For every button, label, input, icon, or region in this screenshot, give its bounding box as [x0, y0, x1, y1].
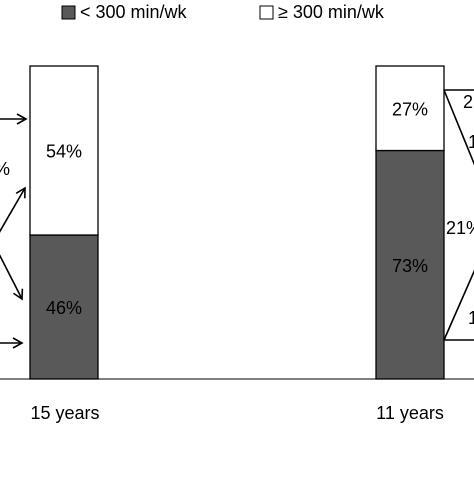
- arrow-rising-to-upper-segment: [0, 186, 26, 233]
- legend-label-300-plus: ≥ 300 min/wk: [278, 2, 385, 22]
- right-edge-label-top: 2: [463, 92, 473, 112]
- bar-segment-11-years-series-1: [375, 65, 445, 152]
- legend: < 300 min/wk ≥ 300 min/wk: [61, 2, 385, 22]
- data-labels-layer: 46% 54% 73% 27%: [46, 99, 428, 318]
- x-tick-label-11-years: 11 years: [376, 403, 444, 423]
- data-label-15-years-series-1: 54%: [46, 142, 82, 162]
- data-label-15-years-series-0: 46%: [46, 298, 82, 318]
- legend-swatch-under-300: [61, 5, 76, 20]
- legend-swatch-300-plus: [259, 5, 274, 20]
- legend-label-under-300: < 300 min/wk: [80, 2, 188, 22]
- right-edge-label-lower-small: 1: [468, 308, 474, 328]
- right-edge-label-middle: 21%: [446, 218, 474, 238]
- right-transition-lines: [443, 89, 474, 341]
- data-label-11-years-series-0: 73%: [392, 256, 428, 276]
- bar-segment-15-years-series-1: [29, 65, 99, 236]
- right-edge-label-upper-small: 1: [468, 132, 474, 152]
- arrow-falling-to-lower-segment: [0, 254, 24, 301]
- bar-segment-15-years-series-0: [29, 234, 99, 380]
- right-line-diagonal-down: [443, 89, 474, 166]
- left-transition-arrows: [0, 113, 28, 349]
- right-line-diagonal-up: [443, 269, 474, 341]
- left-edge-percent-label: %: [0, 159, 10, 179]
- x-tick-label-15-years: 15 years: [30, 403, 99, 423]
- data-label-11-years-series-1: 27%: [392, 99, 428, 119]
- bars-layer: [29, 65, 445, 380]
